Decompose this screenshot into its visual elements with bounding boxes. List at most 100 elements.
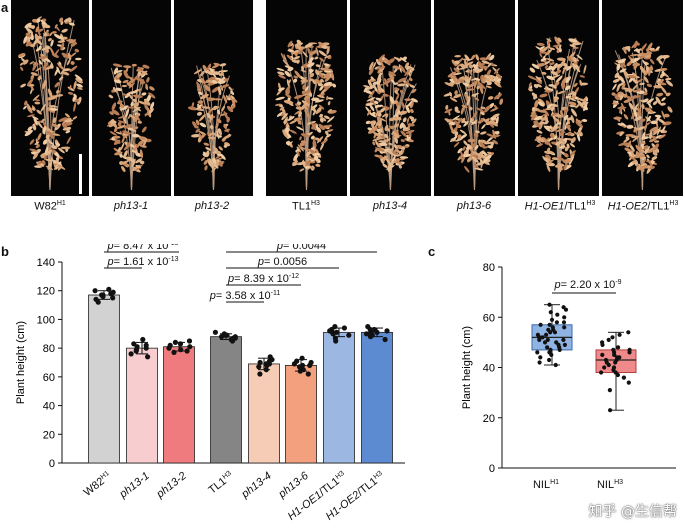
- y-tick-label: 20: [43, 429, 55, 441]
- data-point: [602, 365, 607, 370]
- data-point: [610, 335, 615, 340]
- data-point: [363, 331, 370, 337]
- data-point: [256, 364, 262, 370]
- y-tick-label: 80: [43, 343, 55, 355]
- x-tick-label: NILH1: [533, 479, 559, 491]
- panel-letter-c: c: [428, 244, 436, 259]
- y-tick-label: 120: [37, 286, 55, 298]
- data-point: [92, 288, 98, 294]
- plant-photo: [602, 0, 683, 196]
- data-point: [555, 312, 560, 317]
- data-point: [608, 408, 613, 413]
- plant-silhouette: [106, 63, 156, 191]
- p-value-label: p= 8.47 x 10-15: [107, 244, 179, 252]
- data-point: [550, 325, 555, 330]
- p-value-label: p= 8.39 x 10-12: [227, 273, 299, 285]
- data-point: [332, 335, 338, 341]
- data-point: [547, 302, 552, 307]
- data-point: [371, 326, 377, 333]
- bar: [163, 346, 195, 464]
- data-point: [538, 355, 543, 360]
- data-point: [617, 355, 622, 360]
- data-point: [547, 357, 552, 363]
- plant-silhouette: [611, 40, 674, 191]
- y-tick-label: 100: [37, 314, 55, 326]
- y-tick-label: 0: [489, 463, 495, 475]
- data-point: [257, 359, 263, 366]
- plant-photo-label: ph13-1: [113, 200, 149, 212]
- plant-photo: [518, 0, 599, 196]
- y-axis-label: Plant height (cm): [15, 321, 27, 404]
- data-point: [332, 324, 338, 330]
- data-point: [548, 310, 553, 315]
- data-point: [167, 342, 173, 348]
- plant-photo: [92, 0, 171, 196]
- data-point: [621, 375, 626, 380]
- scale-bar: [79, 154, 82, 194]
- plant-photo-label: TL1H3: [292, 200, 320, 213]
- data-point: [294, 358, 300, 364]
- plant-photo: [174, 0, 253, 196]
- data-point: [611, 347, 616, 352]
- data-point: [545, 345, 550, 350]
- data-point: [346, 332, 352, 338]
- data-point: [537, 360, 542, 365]
- data-point: [128, 351, 134, 357]
- bar: [248, 363, 280, 464]
- plant-photo-label: ph13-2: [194, 200, 230, 212]
- bar: [126, 347, 158, 464]
- data-point: [341, 325, 347, 331]
- plant-photo-label: H1-OE1/TL1H3: [524, 200, 596, 213]
- plant-photo-label: W82H1: [34, 200, 66, 213]
- bar-chart-plant-height: 0 20 40 60 80 100 120 140 Plant height (cm) W82H1…: [15, 244, 405, 523]
- data-point: [538, 322, 543, 327]
- data-point: [553, 362, 558, 368]
- y-axis-label: Plant height (cm): [461, 326, 473, 409]
- y-tick-label: 0: [49, 458, 55, 470]
- data-point: [540, 335, 545, 340]
- data-point: [603, 357, 609, 363]
- data-point: [554, 320, 559, 325]
- plant-photo: [350, 0, 431, 196]
- data-point: [561, 337, 566, 342]
- data-point: [177, 341, 184, 347]
- data-point: [184, 348, 190, 354]
- data-point: [562, 315, 567, 320]
- data-point: [186, 338, 193, 344]
- data-point: [562, 342, 567, 347]
- data-point: [542, 340, 548, 345]
- bar: [361, 331, 393, 464]
- data-point: [606, 337, 611, 342]
- data-point: [617, 332, 622, 337]
- plant-photo: [434, 0, 515, 196]
- data-point: [548, 347, 553, 352]
- x-tick-label: ph13-4: [239, 470, 274, 501]
- p-value-label: p= 2.20 x 10-9: [553, 279, 621, 291]
- data-point: [627, 347, 632, 352]
- data-point: [110, 295, 116, 301]
- plant-photo: [11, 0, 89, 196]
- bar: [285, 364, 317, 464]
- data-point: [545, 337, 550, 342]
- watermark-text: 知乎 @生信帮: [588, 504, 677, 520]
- data-point: [187, 344, 193, 350]
- plant-silhouette: [443, 52, 504, 191]
- data-point: [616, 345, 621, 350]
- data-point: [535, 350, 540, 355]
- data-point: [626, 380, 631, 385]
- y-tick-label: 140: [37, 257, 55, 269]
- data-point: [172, 339, 178, 345]
- p-value-label: p= 1.61 x 10-13: [107, 256, 179, 268]
- data-point: [267, 354, 273, 360]
- x-tick-label: W82H1: [82, 470, 114, 499]
- data-point: [562, 325, 567, 330]
- data-point: [308, 359, 314, 366]
- plant-photo-label: H1-OE2/TL1H3: [607, 200, 679, 213]
- plant-silhouette: [363, 54, 418, 191]
- data-point: [93, 296, 99, 302]
- data-point: [547, 322, 552, 327]
- data-point: [544, 332, 549, 337]
- data-point: [131, 341, 137, 347]
- data-point: [600, 352, 605, 357]
- bar: [323, 331, 355, 464]
